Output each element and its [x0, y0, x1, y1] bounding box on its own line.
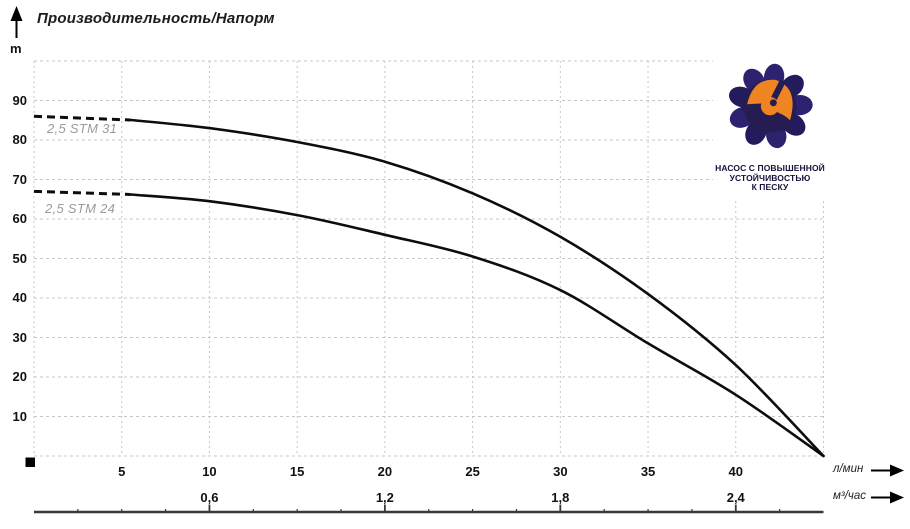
sand-resistance-logo-icon	[726, 62, 814, 151]
badge-text-line: К ПЕСКУ	[751, 182, 789, 192]
badge-text-line: НАСОС С ПОВЫШЕННОЙ	[715, 163, 825, 173]
sand-resistance-badge: НАСОС С ПОВЫШЕННОЙ УСТОЙЧИВОСТЬЮ К ПЕСКУ	[713, 56, 827, 198]
badge-text-line: УСТОЙЧИВОСТЬЮ	[729, 172, 811, 183]
